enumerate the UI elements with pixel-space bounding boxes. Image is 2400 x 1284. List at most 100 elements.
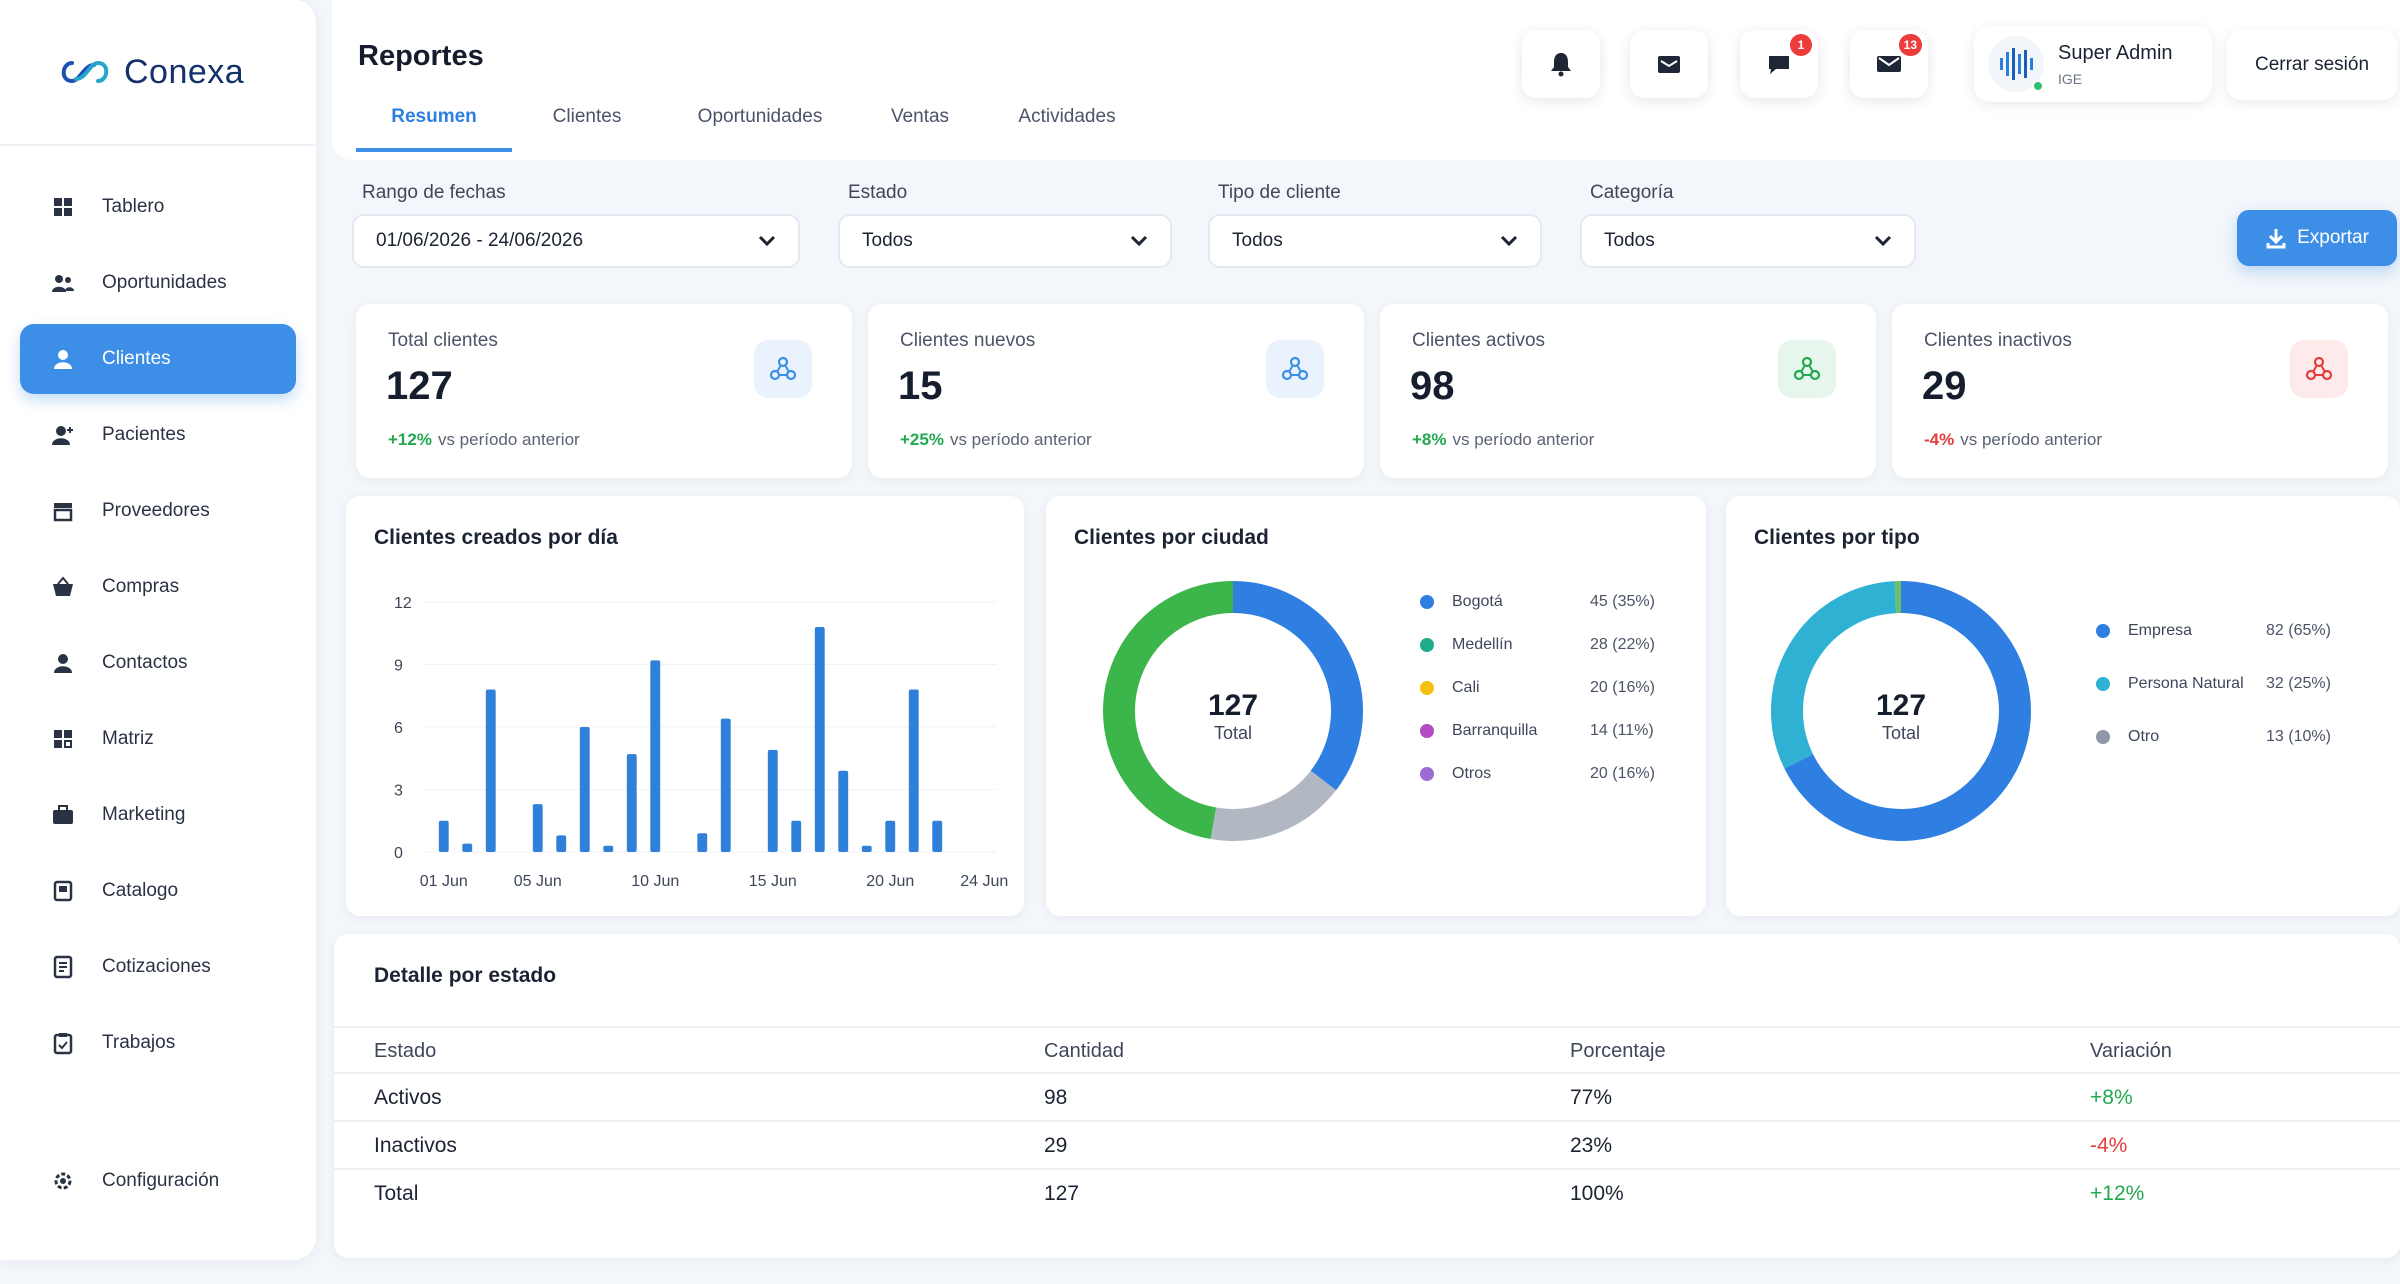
sidebar-item-label: Proveedores <box>102 500 210 521</box>
people-network-icon <box>2290 340 2348 398</box>
categoria-select[interactable]: Todos <box>1580 214 1916 268</box>
sidebar-item-compras[interactable]: Compras <box>20 552 296 622</box>
y-tick-label: 12 <box>394 595 412 612</box>
user-menu[interactable]: Super Admin IGE <box>1974 26 2212 102</box>
daily-clients-card: Clientes creados por día 0 3 6 9 12 01 Jun 05 … <box>346 496 1024 916</box>
legend-swatch <box>1420 766 1434 781</box>
sidebar-item-contactos[interactable]: Contactos <box>20 628 296 698</box>
logout-button[interactable]: Cerrar sesión <box>2227 30 2397 100</box>
sidebar-item-label: Trabajos <box>102 1032 176 1053</box>
tab-clientes[interactable]: Clientes <box>552 106 622 127</box>
store-icon <box>50 498 76 524</box>
table-cell: +8% <box>2090 1086 2133 1109</box>
basket-icon <box>50 574 76 600</box>
tab-oportunidades[interactable]: Oportunidades <box>697 106 823 127</box>
chevron-down-icon <box>1500 235 1518 247</box>
kpi-comparison: +8% vs período anterior <box>1412 430 1594 450</box>
header: Reportes Resumen Clientes Oportunidades Ven… <box>332 0 2400 160</box>
estado-value: Todos <box>862 230 913 251</box>
legend-label: Cali <box>1452 678 1480 696</box>
table-cell: 29 <box>1044 1134 1068 1157</box>
people-network-icon <box>754 340 812 398</box>
sidebar-item-oportunidades[interactable]: Oportunidades <box>20 248 296 318</box>
legend-label: Empresa <box>2128 621 2193 639</box>
sidebar-item-label: Compras <box>102 576 180 597</box>
status-detail-card: Detalle por estado Estado Cantidad Porcent… <box>334 934 2400 1258</box>
donut-slice <box>1210 770 1337 841</box>
main-content: Reportes Resumen Clientes Oportunidades Ven… <box>332 0 2400 1284</box>
kpi-value: 98 <box>1410 364 1455 408</box>
sidebar-item-catalogo[interactable]: Catalogo <box>20 856 296 926</box>
legend-label: Otros <box>1452 764 1492 782</box>
conexa-logo-icon <box>61 60 109 84</box>
tab-resumen[interactable]: Resumen <box>356 100 512 152</box>
donut-slice <box>1103 581 1234 840</box>
sidebar: Conexa Tablero Oportunidades Clientes Pacie… <box>0 0 316 1260</box>
legend-label: Persona Natural <box>2128 674 2244 692</box>
bar <box>697 833 708 852</box>
type-legend: Empresa 82 (65%) Persona Natural 32 (25%) Ot… <box>2096 604 2331 763</box>
table-cell: +12% <box>2090 1182 2145 1205</box>
table-row: Activos 98 77% +8% <box>334 1074 2400 1122</box>
legend-value: 82 (65%) <box>2266 621 2331 639</box>
mail-button[interactable]: 13 <box>1850 30 1928 98</box>
sidebar-item-matriz[interactable]: Matriz <box>20 704 296 774</box>
kpi-value: 15 <box>898 364 943 408</box>
messages-button[interactable]: 1 <box>1740 30 1818 98</box>
donut-total-label: Total <box>1214 723 1252 743</box>
bar <box>932 820 943 852</box>
table-title: Detalle por estado <box>374 964 557 987</box>
sidebar-item-configuracion[interactable]: Configuración <box>20 1146 296 1216</box>
x-tick-label: 10 Jun <box>631 873 679 890</box>
logo[interactable]: Conexa <box>0 0 316 146</box>
sidebar-item-proveedores[interactable]: Proveedores <box>20 476 296 546</box>
date-range-select[interactable]: 01/06/2026 - 24/06/2026 <box>352 214 800 268</box>
sidebar-item-clientes[interactable]: Clientes <box>20 324 296 394</box>
sidebar-item-cotizaciones[interactable]: Cotizaciones <box>20 932 296 1002</box>
legend-item: Persona Natural 32 (25%) <box>2096 657 2331 710</box>
legend-label: Otro <box>2128 727 2160 745</box>
bar <box>438 820 449 852</box>
x-tick-label: 15 Jun <box>749 873 797 890</box>
sidebar-item-marketing[interactable]: Marketing <box>20 780 296 850</box>
sidebar-item-pacientes[interactable]: Pacientes <box>20 400 296 470</box>
export-button[interactable]: Exportar <box>2237 210 2397 266</box>
bell-icon <box>1551 53 1571 77</box>
sidebar-item-trabajos[interactable]: Trabajos <box>20 1008 296 1078</box>
contact-icon <box>50 650 76 676</box>
table-row: Inactivos 29 23% -4% <box>334 1122 2400 1170</box>
x-tick-label: 01 Jun <box>420 873 468 890</box>
bar <box>767 749 778 852</box>
user-org: IGE <box>2058 70 2083 87</box>
estado-select[interactable]: Todos <box>838 214 1172 268</box>
briefcase-icon <box>50 802 76 828</box>
tab-actividades[interactable]: Actividades <box>1018 106 1116 127</box>
legend-swatch <box>2096 676 2110 691</box>
legend-item: Otro 13 (10%) <box>2096 710 2331 763</box>
table-cell: 100% <box>1570 1182 1624 1205</box>
city-chart-title: Clientes por ciudad <box>1074 526 1269 549</box>
bar <box>603 845 614 852</box>
sidebar-item-label: Catalogo <box>102 880 179 901</box>
tipo-cliente-filter: Tipo de cliente Todos <box>1208 182 1542 268</box>
sidebar-item-label: Matriz <box>102 728 154 749</box>
table-cell: Total <box>374 1182 419 1205</box>
city-legend: Bogotá 45 (35%) Medellín 28 (22%) Cali 20 (16… <box>1420 580 1655 795</box>
tab-ventas[interactable]: Ventas <box>890 106 950 127</box>
type-clients-card: Clientes por tipo 127 Total Empresa 82 (65… <box>1726 496 2400 916</box>
y-tick-label: 3 <box>394 783 403 800</box>
bar <box>532 804 543 852</box>
inbox-button[interactable] <box>1630 30 1708 98</box>
table-cell: -4% <box>2090 1134 2128 1157</box>
sidebar-item-tablero[interactable]: Tablero <box>20 172 296 242</box>
bar <box>908 689 919 852</box>
sidebar-nav: Tablero Oportunidades Clientes Pacientes Pro… <box>0 172 316 1078</box>
notifications-button[interactable] <box>1522 30 1600 98</box>
kpi-comparison: +25% vs período anterior <box>900 430 1092 450</box>
column-header: Cantidad <box>1044 1040 1125 1062</box>
tipo-cliente-select[interactable]: Todos <box>1208 214 1542 268</box>
kpi-value: 127 <box>386 364 453 408</box>
bar <box>485 689 496 852</box>
